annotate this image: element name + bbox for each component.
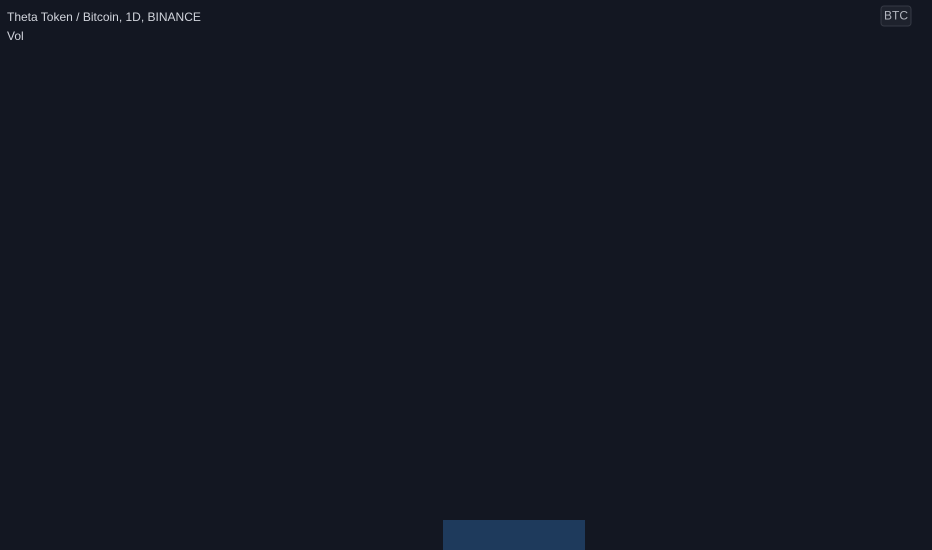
time-range-highlight: [443, 520, 585, 550]
currency-label: BTC: [884, 9, 908, 23]
volume-label: Vol: [7, 29, 24, 43]
currency-badge[interactable]: [880, 5, 912, 27]
chart-title: Theta Token / Bitcoin, 1D, BINANCE: [7, 10, 201, 24]
